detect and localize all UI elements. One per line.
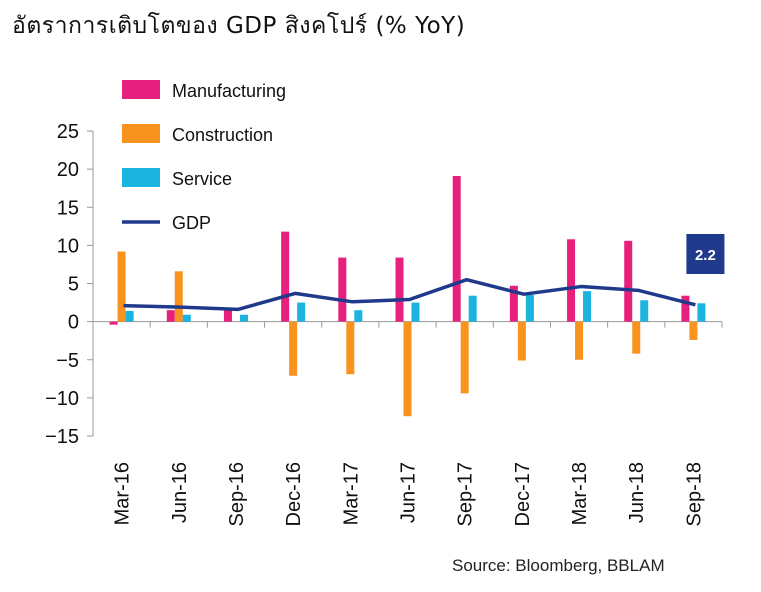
bar-manufacturing-sep-18 [681,295,690,322]
callout-label: 2.2 [695,247,716,264]
bar-construction-dec-16 [289,321,298,376]
bar-construction-jun-18 [632,321,641,354]
legend-label-gdp: GDP [172,213,211,233]
bars [109,175,706,417]
gdp-line [123,277,696,312]
y-tick-label: −5 [56,350,79,372]
bar-service-sep-16 [239,314,248,322]
bar-manufacturing-jun-17 [395,257,404,322]
legend-swatch-construction [122,124,160,143]
bar-service-jun-16 [182,314,191,322]
y-tick-label: 20 [57,159,79,181]
y-tick-label: 25 [57,121,79,143]
bar-construction-sep-17 [460,321,469,394]
bar-manufacturing-sep-17 [452,175,461,322]
bar-construction-dec-17 [517,321,526,361]
bar-construction-sep-18 [689,321,698,340]
y-tick-label: 15 [57,197,79,219]
gdp-line-path [123,277,696,312]
x-tick-label: Jun-16 [169,462,191,523]
bar-manufacturing-jun-16 [166,310,175,322]
bar-service-dec-16 [297,302,306,322]
x-tick-label: Jun-17 [398,462,420,523]
callout-box [686,234,725,274]
x-tick-label: Mar-17 [340,462,362,525]
bar-service-mar-16 [125,310,134,322]
bar-manufacturing-mar-16 [109,321,118,325]
bar-service-dec-17 [525,294,534,322]
x-tick-label: Jun-18 [626,462,648,523]
bar-service-mar-18 [583,291,592,322]
y-tick-label: −15 [45,426,79,448]
x-tick-label: Sep-16 [226,462,248,527]
bar-manufacturing-mar-18 [567,239,576,322]
bar-construction-jun-17 [403,321,412,417]
legend-swatch-manufacturing [122,80,160,99]
x-tick-label: Sep-17 [455,462,477,527]
y-axis: 25 20 15 10 5 0 −5 −10 −15 [45,121,94,448]
bar-manufacturing-jun-18 [624,240,633,322]
legend-label-manufacturing: Manufacturing [172,81,286,101]
bar-manufacturing-dec-17 [509,285,518,322]
x-tick-label: Dec-16 [283,462,305,526]
legend-swatch-service [122,168,160,187]
bar-service-sep-18 [697,303,706,322]
legend-label-construction: Construction [172,125,273,145]
y-tick-label: −10 [45,388,79,410]
chart-title: อัตราการเติบโตของ GDP สิงคโปร์ (% YoY) [12,13,466,39]
bar-manufacturing-mar-17 [338,257,347,322]
legend-label-service: Service [172,169,232,189]
legend: Manufacturing Construction Service GDP [122,80,286,233]
source-note: Source: Bloomberg, BBLAM [452,556,665,575]
bar-service-mar-17 [354,310,363,322]
callout: 2.2 [686,234,725,274]
x-tick-label: Sep-18 [683,462,705,527]
bar-manufacturing-sep-16 [223,310,232,322]
x-tick-label: Mar-18 [569,462,591,525]
bar-construction-mar-18 [575,321,584,360]
bar-construction-mar-17 [346,321,355,375]
y-tick-label: 0 [68,312,79,334]
bar-manufacturing-dec-16 [281,231,290,322]
bar-service-jun-17 [411,302,420,322]
bar-service-jun-18 [640,300,649,322]
bar-construction-mar-16 [117,251,126,322]
y-tick-label: 10 [57,235,79,257]
x-tick-label: Mar-16 [112,462,134,525]
x-tick-label: Dec-17 [512,462,534,526]
bar-construction-jun-16 [174,271,183,322]
bar-service-sep-17 [468,295,477,322]
y-tick-label: 5 [68,274,79,296]
